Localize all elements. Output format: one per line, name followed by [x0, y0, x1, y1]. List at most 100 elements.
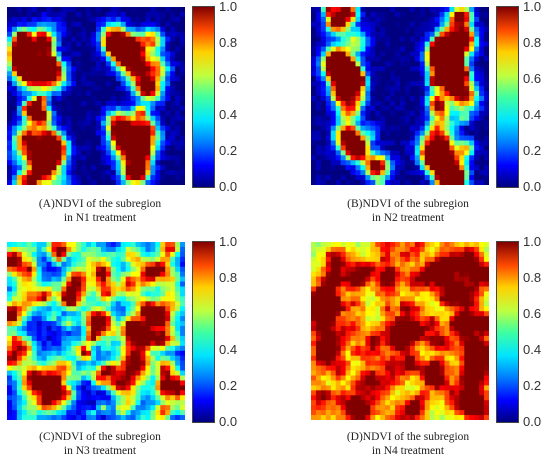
heatmap-cell: [115, 51, 122, 58]
heatmap-cell: [41, 326, 48, 332]
heatmap-cell: [11, 410, 18, 416]
caption-a-line1: (A)NDVI of the subregion: [38, 198, 162, 210]
heatmap-cell: [360, 360, 366, 367]
heatmap-cell: [105, 41, 112, 48]
heatmap-cell: [120, 291, 127, 297]
heatmap-cell: [315, 246, 322, 253]
heatmap-cell: [165, 81, 171, 87]
heatmap-cell: [71, 345, 77, 352]
heatmap-cell: [395, 96, 401, 102]
heatmap-cell: [385, 301, 391, 307]
heatmap-cell: [51, 51, 58, 58]
heatmap-cell: [100, 56, 107, 62]
heatmap-cell: [31, 316, 38, 322]
heatmap-cell: [424, 281, 431, 288]
heatmap-cell: [315, 311, 322, 317]
heatmap-cell: [110, 140, 117, 147]
heatmap-cell: [125, 266, 132, 273]
heatmap-cell: [390, 355, 396, 362]
heatmap-cell: [444, 296, 451, 302]
heatmap-cell: [86, 26, 92, 33]
heatmap-cell: [140, 321, 147, 327]
heatmap-cell: [414, 256, 421, 263]
heatmap-cell: [165, 242, 171, 248]
heatmap-cell: [414, 46, 421, 53]
heatmap-cell: [385, 160, 391, 166]
heatmap-cell: [424, 11, 431, 18]
heatmap-cell: [419, 276, 426, 283]
heatmap-cell: [424, 110, 431, 117]
heatmap-cell: [474, 145, 480, 151]
heatmap-cell: [120, 306, 127, 312]
heatmap-cell: [464, 251, 470, 258]
heatmap-cell: [130, 81, 137, 87]
heatmap-cell: [115, 415, 122, 420]
heatmap-cell: [46, 16, 53, 23]
heatmap-cell: [115, 71, 122, 77]
heatmap-cell: [311, 311, 317, 317]
heatmap-cell: [86, 71, 92, 77]
heatmap-cell: [479, 175, 485, 181]
heatmap-cell: [414, 145, 421, 151]
heatmap-cell: [175, 21, 181, 28]
heatmap-cell: [454, 276, 460, 283]
heatmap-cell: [105, 256, 112, 263]
heatmap-cell: [380, 140, 386, 147]
heatmap-cell: [56, 105, 62, 112]
heatmap-cell: [325, 61, 332, 67]
heatmap-cell: [409, 16, 416, 23]
heatmap-cell: [130, 395, 137, 401]
heatmap-cell: [66, 415, 72, 420]
heatmap-cell: [130, 26, 137, 33]
heatmap-cell: [120, 91, 127, 97]
heatmap-cell: [76, 125, 82, 132]
heatmap-cell: [340, 81, 347, 87]
heatmap-cell: [61, 7, 67, 13]
heatmap-cell: [170, 125, 176, 132]
heatmap-cell: [66, 155, 72, 161]
heatmap-cell: [135, 405, 142, 411]
heatmap-cell: [484, 26, 489, 33]
heatmap-cell: [390, 56, 396, 62]
heatmap-cell: [464, 175, 470, 181]
heatmap-cell: [66, 26, 72, 33]
heatmap-cell: [120, 242, 127, 248]
heatmap-cell: [91, 140, 97, 147]
heatmap-cell: [71, 135, 77, 142]
heatmap-cell: [395, 26, 401, 33]
heatmap-cell: [375, 81, 381, 87]
heatmap-cell: [56, 11, 62, 18]
heatmap-cell: [444, 350, 451, 357]
heatmap-cell: [484, 175, 489, 181]
heatmap-cell: [390, 46, 396, 53]
heatmap-cell: [170, 321, 176, 327]
heatmap-cell: [454, 145, 460, 151]
heatmap-cell: [105, 316, 112, 322]
heatmap-cell: [464, 41, 470, 48]
heatmap-cell: [36, 256, 43, 263]
heatmap-cell: [46, 175, 53, 181]
heatmap-cell: [464, 120, 470, 127]
heatmap-cell: [155, 331, 161, 337]
heatmap-cell: [404, 21, 411, 28]
heatmap-cell: [125, 150, 132, 156]
heatmap-cell: [96, 76, 102, 82]
heatmap-cell: [66, 7, 72, 13]
heatmap-cell: [469, 256, 475, 263]
heatmap-cell: [100, 21, 107, 28]
heatmap-cell: [414, 365, 421, 372]
heatmap-cell: [325, 266, 332, 273]
heatmap-cell: [311, 385, 317, 391]
heatmap-cell: [51, 165, 58, 171]
heatmap-cell: [71, 335, 77, 342]
heatmap-cell: [325, 380, 332, 386]
heatmap-cell: [330, 66, 337, 72]
heatmap-cell: [385, 175, 391, 181]
heatmap-cell: [51, 155, 58, 161]
heatmap-cell: [61, 81, 67, 87]
heatmap-cell: [175, 46, 181, 53]
heatmap-cell: [145, 286, 151, 293]
heatmap-cell: [145, 355, 151, 362]
heatmap-cell: [429, 86, 436, 92]
heatmap-cell: [409, 140, 416, 147]
